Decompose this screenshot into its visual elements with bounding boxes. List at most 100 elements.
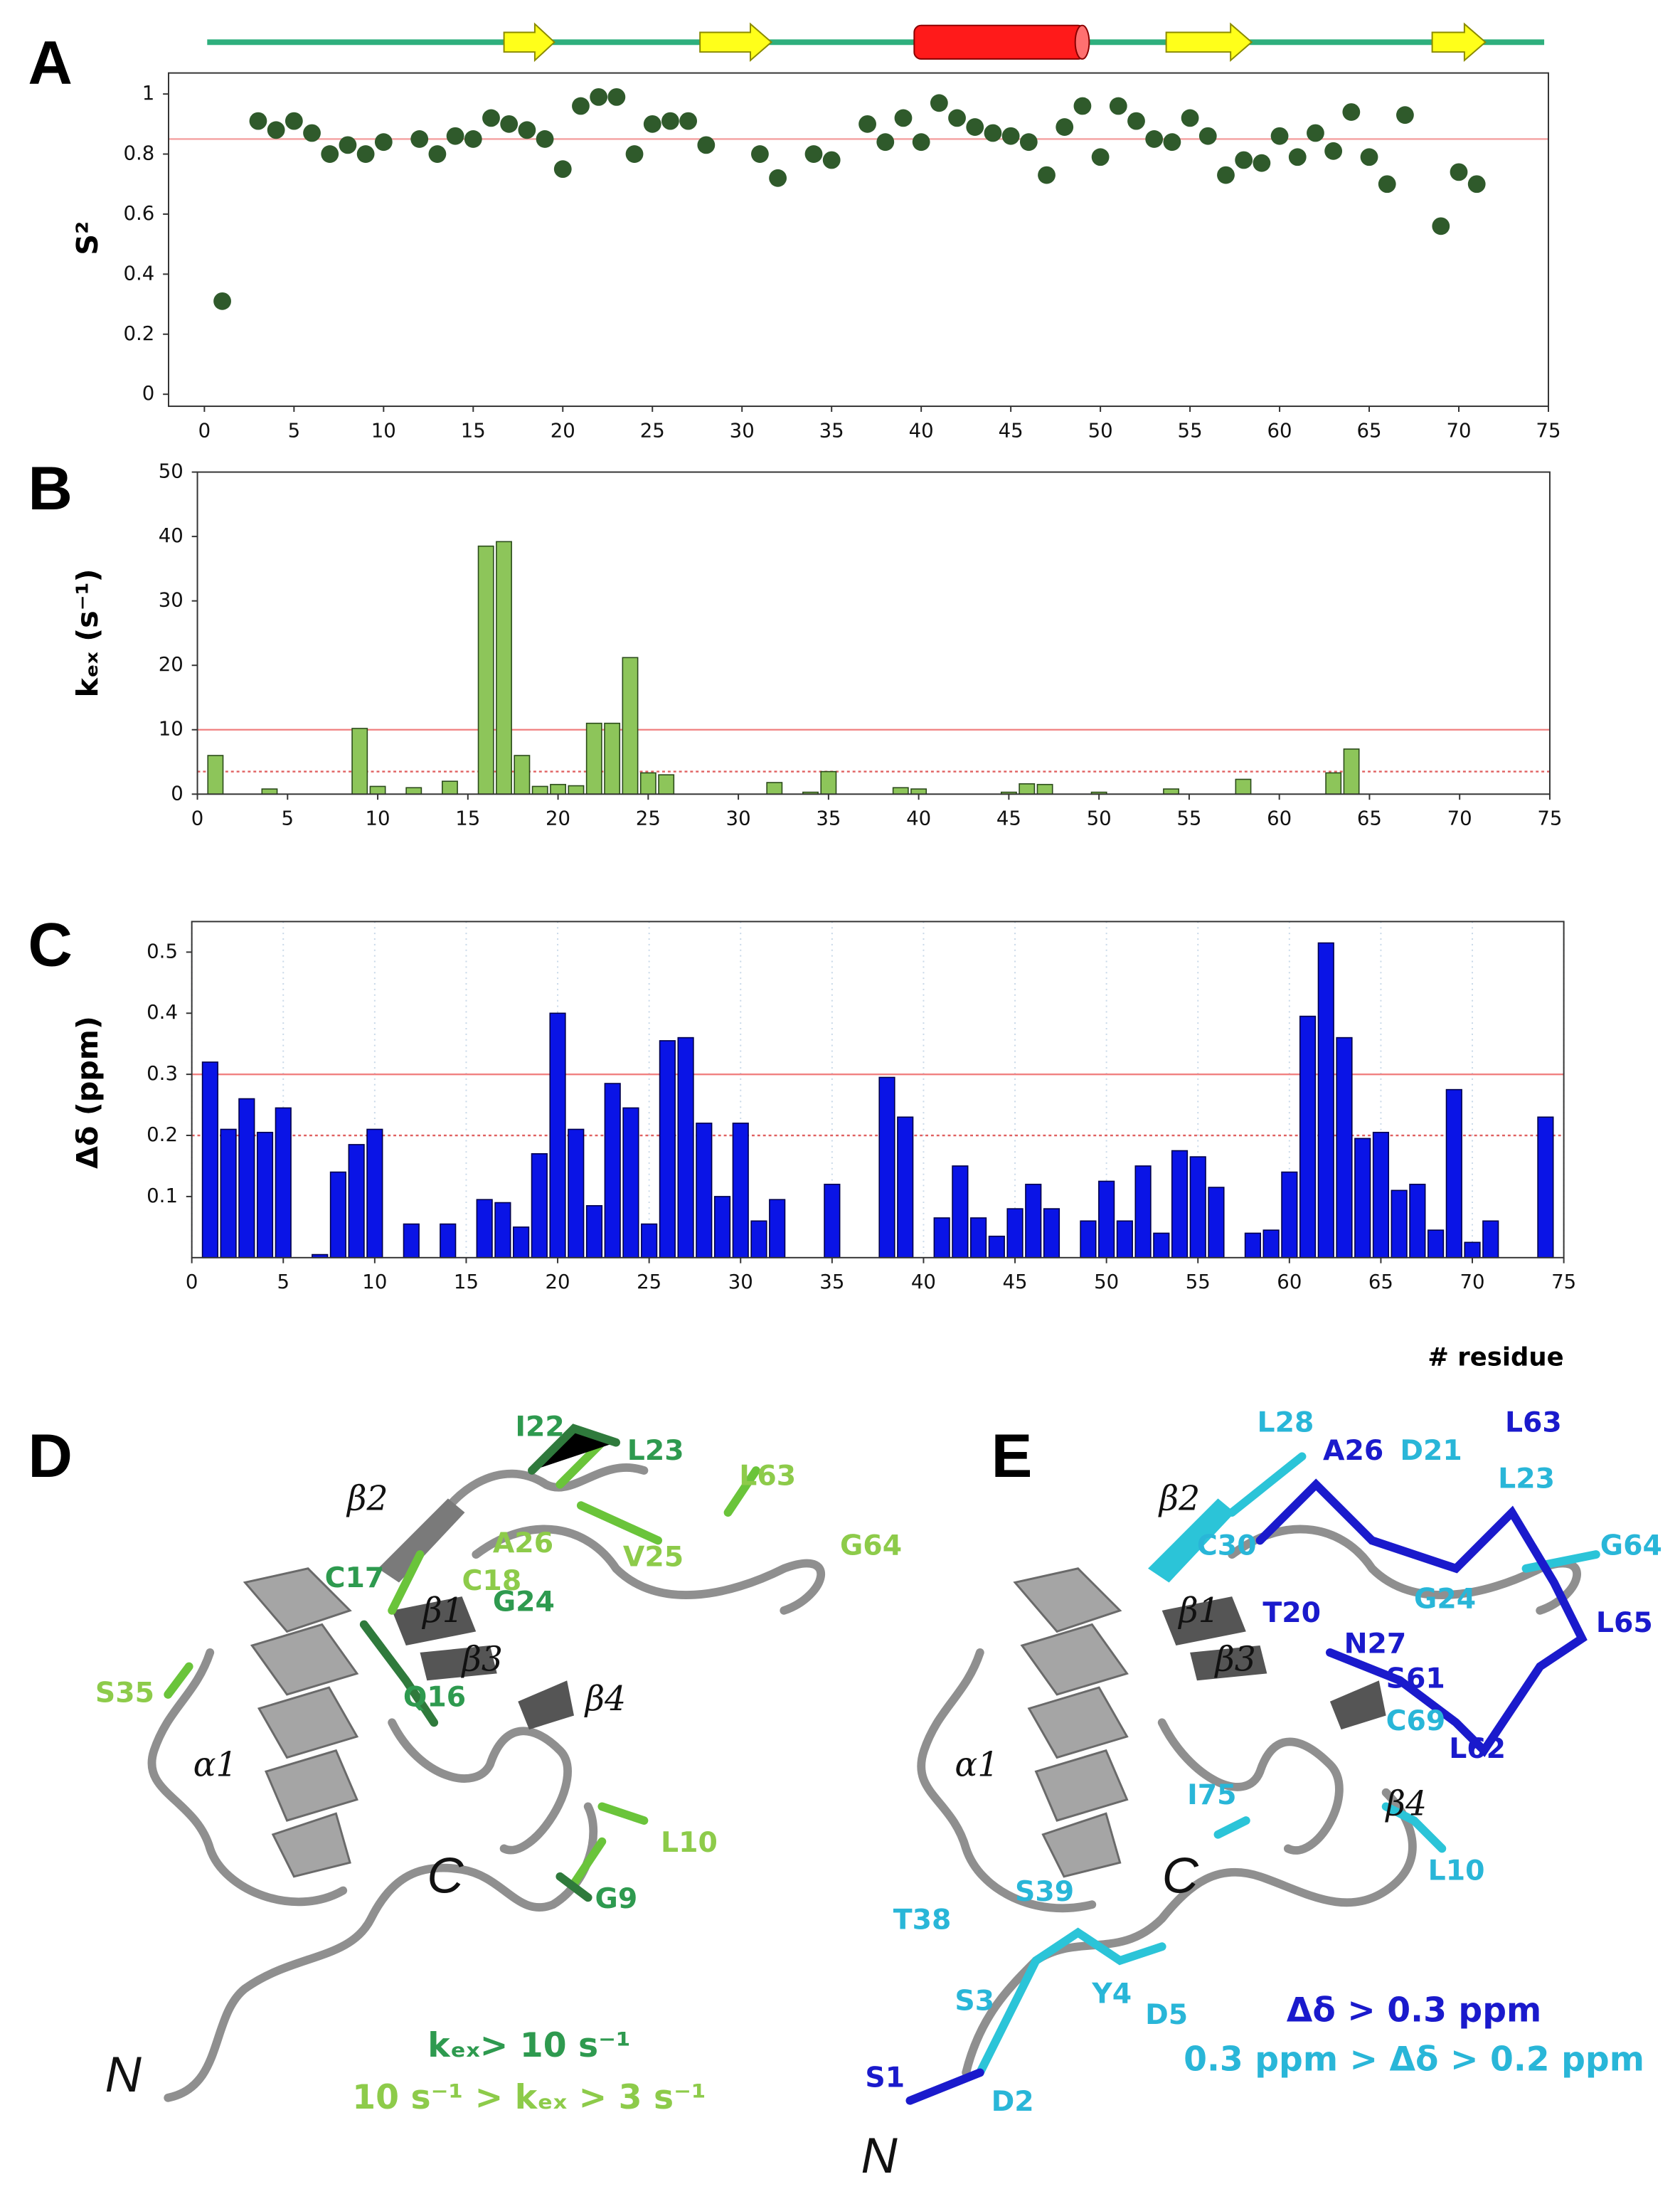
residue-label: V25 <box>623 1541 684 1574</box>
y-tick-label: 30 <box>159 589 184 612</box>
residue-label: C69 <box>1386 1705 1446 1737</box>
bar <box>549 1012 566 1258</box>
x-tick-label: 60 <box>1267 807 1292 830</box>
point <box>518 121 536 139</box>
x-tick-label: 5 <box>288 419 301 442</box>
strand-label: β1 <box>1177 1591 1219 1631</box>
bar <box>639 772 656 795</box>
bar <box>1317 942 1334 1258</box>
x-tick-label: 60 <box>1277 1271 1302 1293</box>
y-tick-label: 0 <box>171 782 184 805</box>
point <box>1467 175 1486 194</box>
helix-label: α1 <box>193 1745 238 1784</box>
point <box>625 145 644 163</box>
point <box>1360 148 1378 166</box>
bar <box>477 545 494 795</box>
bar <box>622 1107 639 1258</box>
bar <box>366 1128 383 1258</box>
x-tick-label: 75 <box>1537 807 1562 830</box>
legend-entry: 0.3 ppm > Δδ > 0.2 ppm <box>1184 2040 1644 2079</box>
point <box>572 97 590 115</box>
bar <box>1163 788 1179 795</box>
x-tick-label: 5 <box>277 1271 289 1293</box>
point <box>930 94 948 112</box>
residue-label: L65 <box>1596 1606 1653 1639</box>
x-tick-label: 70 <box>1446 419 1471 442</box>
bar <box>1025 1183 1042 1258</box>
point <box>267 121 285 139</box>
bar <box>604 722 621 795</box>
y-tick-label: 20 <box>159 653 184 676</box>
terminus-label: N <box>861 2128 898 2184</box>
y-tick-label: 0.1 <box>147 1184 178 1207</box>
point <box>464 130 482 148</box>
bar <box>1428 1229 1445 1258</box>
bar <box>514 755 531 795</box>
bar <box>1208 1187 1225 1258</box>
bar <box>1019 783 1036 795</box>
x-tick-label: 10 <box>366 807 390 830</box>
strand-label: β3 <box>461 1641 503 1680</box>
point <box>1288 148 1307 166</box>
plot-frame <box>196 471 1551 795</box>
bar <box>1036 783 1053 795</box>
bar <box>1262 1229 1280 1258</box>
bar <box>1336 1037 1353 1258</box>
panel-letter: C <box>28 911 73 980</box>
x-tick-label: 30 <box>728 1271 753 1293</box>
point <box>500 115 519 133</box>
point <box>984 124 1002 142</box>
residue-label: S61 <box>1386 1663 1445 1695</box>
bar <box>1445 1088 1462 1258</box>
point <box>1038 166 1056 184</box>
x-tick-label: 50 <box>1087 807 1112 830</box>
residue-label: S35 <box>95 1676 154 1709</box>
bar <box>403 1223 420 1258</box>
bar <box>641 1223 658 1258</box>
bar <box>1409 1183 1426 1258</box>
point <box>804 145 823 163</box>
residue-label: L10 <box>661 1826 718 1859</box>
bar <box>1244 1232 1261 1258</box>
point <box>643 115 661 133</box>
residue-label: D2 <box>991 2085 1034 2118</box>
bar <box>238 1098 255 1258</box>
bar <box>256 1131 274 1258</box>
residue-label: G9 <box>595 1882 638 1915</box>
x-tick-label: 45 <box>1003 1271 1028 1293</box>
x-tick-label: 40 <box>906 807 931 830</box>
bar <box>1299 1015 1317 1258</box>
point <box>1145 130 1164 148</box>
residue-label: L23 <box>1498 1462 1555 1495</box>
x-tick-label: 15 <box>455 807 480 830</box>
helix-label: α1 <box>955 1745 999 1784</box>
bar <box>513 1226 530 1258</box>
bar <box>750 1220 767 1258</box>
point <box>1307 124 1324 142</box>
residue-label: L63 <box>1505 1406 1562 1439</box>
point <box>536 130 554 148</box>
bar <box>897 1116 914 1258</box>
point <box>249 112 267 130</box>
point <box>1181 109 1199 127</box>
bar <box>261 788 278 795</box>
x-tick-label: 25 <box>640 419 665 442</box>
bar <box>1325 772 1342 795</box>
residue-label: L23 <box>627 1434 684 1467</box>
labels-d: D I22 L23 L63 G64 A26 C18 C17 G24 V25 β2… <box>28 1410 902 2116</box>
legend-entry: Δδ > 0.3 ppm <box>1287 1991 1541 2030</box>
x-tick-label: 75 <box>1536 419 1561 442</box>
bar <box>201 1061 218 1258</box>
terminus-label: C <box>1162 1848 1199 1904</box>
x-axis-label: # residue <box>1428 1343 1563 1372</box>
point <box>822 151 841 169</box>
bar <box>550 783 567 795</box>
y-tick-label: 0.6 <box>123 202 154 225</box>
structure-e <box>905 1452 1600 2105</box>
point <box>446 127 464 145</box>
x-tick-label: 0 <box>191 807 204 830</box>
x-tick-label: 55 <box>1186 1271 1211 1293</box>
bar <box>369 785 386 795</box>
point <box>410 130 429 148</box>
